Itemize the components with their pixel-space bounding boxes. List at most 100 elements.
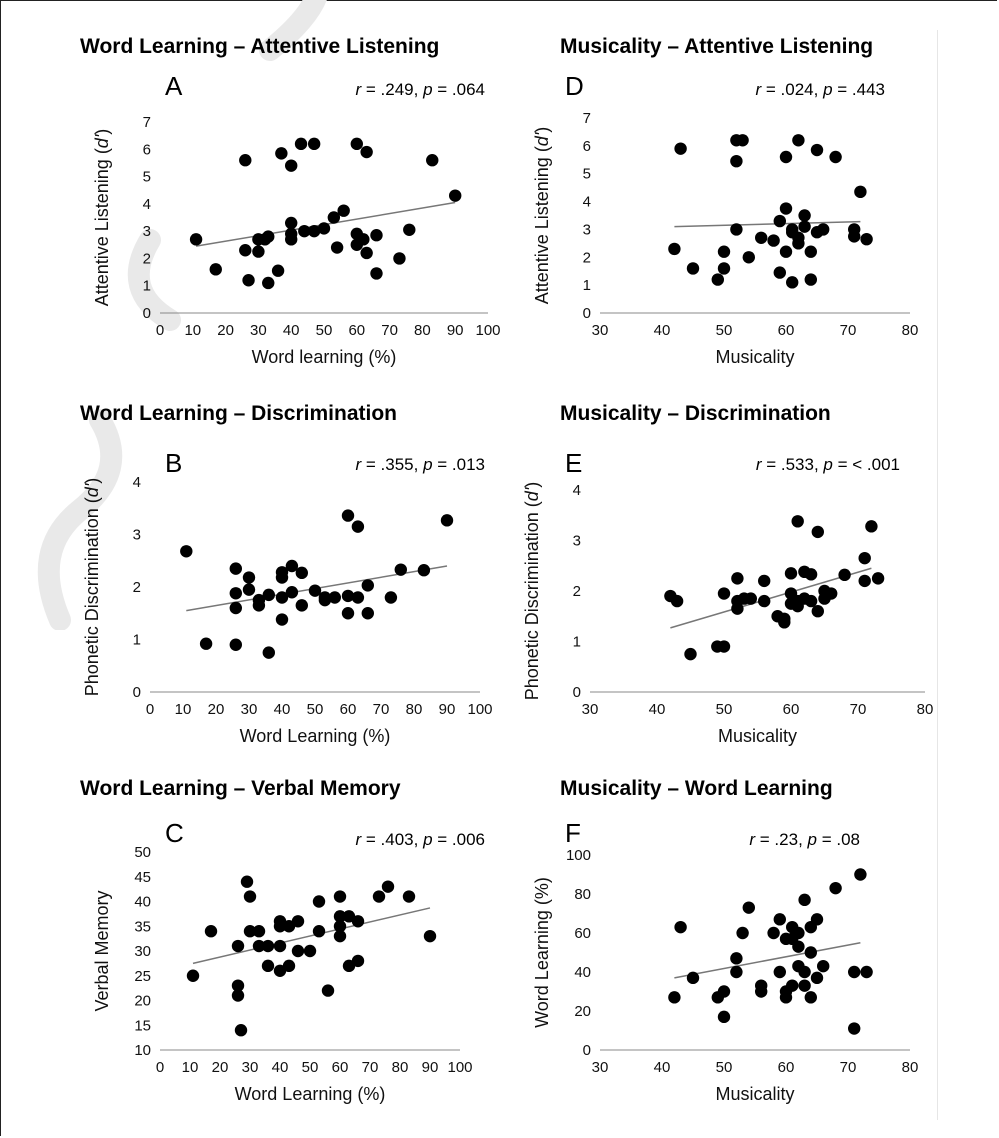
data-point: [711, 273, 724, 286]
data-point: [779, 991, 793, 1004]
data-point: [341, 509, 355, 522]
y-tick-label: 3: [143, 223, 151, 240]
y-tick-label: 30: [134, 943, 151, 960]
data-point: [829, 881, 842, 895]
y-tick-label: 35: [134, 918, 151, 935]
y-tick-label: 0: [583, 305, 591, 322]
chart-panel-c: Word Learning – Verbal Memory C r = .403, …: [80, 777, 485, 1104]
data-point: [285, 586, 299, 599]
x-tick-label: 70: [373, 701, 390, 718]
data-point: [275, 613, 289, 626]
data-point: [333, 910, 347, 923]
x-tick-label: 20: [208, 701, 225, 718]
data-point: [394, 563, 407, 576]
stat-annotation: r = .403, p = .006: [355, 830, 485, 849]
data-point: [262, 646, 275, 659]
data-point: [291, 915, 305, 928]
data-point: [684, 647, 697, 661]
x-tick-label: 40: [283, 322, 300, 339]
data-point: [798, 893, 811, 907]
y-tick-label: 1: [143, 278, 151, 295]
data-point: [858, 574, 871, 588]
x-tick-label: 30: [250, 322, 267, 339]
data-point: [804, 594, 818, 608]
data-point: [189, 233, 203, 246]
data-point: [243, 925, 257, 938]
trend-line: [674, 220, 861, 228]
data-point: [298, 224, 311, 238]
data-point: [686, 971, 700, 985]
y-tick-label: 3: [583, 221, 591, 238]
data-point: [731, 602, 744, 615]
data-point: [312, 895, 326, 908]
data-point: [858, 551, 871, 565]
data-point: [798, 965, 811, 979]
panel-letter: C: [165, 818, 184, 848]
data-point: [318, 593, 332, 607]
data-point: [717, 1010, 731, 1024]
x-tick-label: 0: [156, 1059, 164, 1076]
y-tick-label: 1: [573, 634, 581, 651]
x-tick-label: 70: [362, 1059, 379, 1076]
data-point: [337, 204, 350, 217]
panel-letter: D: [565, 71, 584, 101]
x-tick-label: 80: [406, 701, 423, 718]
x-tick-label: 20: [212, 1059, 229, 1076]
data-point: [810, 913, 824, 926]
data-point: [351, 520, 365, 533]
data-point: [262, 230, 275, 243]
y-tick-label: 20: [134, 993, 151, 1010]
panel-letter: A: [165, 71, 183, 101]
data-point: [829, 150, 842, 164]
y-tick-label: 0: [573, 684, 581, 701]
x-tick-label: 50: [302, 1059, 319, 1076]
x-axis-label: Word learning (%): [252, 347, 397, 367]
chart-panel-a: Word Learning – Attentive Listening A r = …: [80, 35, 501, 367]
data-point: [854, 185, 867, 199]
y-tick-label: 0: [583, 1042, 591, 1059]
data-point: [798, 220, 811, 233]
data-point: [798, 209, 811, 222]
trend-line: [192, 907, 431, 965]
x-tick-label: 30: [242, 1059, 259, 1076]
x-tick-label: 50: [716, 322, 733, 339]
y-tick-label: 6: [583, 138, 591, 155]
x-tick-label: 40: [649, 701, 666, 718]
data-point: [341, 589, 355, 603]
data-point: [403, 223, 416, 236]
data-point: [229, 638, 242, 651]
data-point: [730, 223, 743, 236]
panel-letter: F: [565, 818, 581, 848]
data-point: [333, 890, 347, 903]
x-tick-label: 30: [592, 1059, 609, 1076]
data-point: [402, 890, 416, 903]
x-tick-label: 80: [392, 1059, 409, 1076]
data-point: [341, 607, 355, 620]
data-point: [234, 1023, 248, 1037]
data-point: [865, 520, 878, 533]
x-axis-label: Musicality: [718, 726, 797, 746]
y-tick-label: 5: [583, 166, 591, 183]
data-point: [767, 926, 780, 940]
data-point: [393, 252, 406, 265]
x-tick-label: 40: [272, 1059, 289, 1076]
x-tick-label: 60: [783, 701, 800, 718]
y-tick-label: 10: [134, 1042, 151, 1059]
chart-title: Musicality – Word Learning: [560, 777, 833, 800]
data-point: [423, 929, 437, 943]
data-point: [758, 594, 771, 608]
data-point: [804, 568, 818, 581]
data-point: [275, 571, 289, 584]
data-point: [817, 959, 830, 973]
data-point: [275, 591, 289, 604]
data-point: [295, 566, 308, 580]
data-point: [361, 607, 374, 620]
data-point: [361, 579, 374, 592]
data-point: [333, 920, 347, 933]
data-point: [204, 925, 218, 938]
data-point: [440, 514, 454, 527]
data-point: [186, 969, 200, 982]
data-point: [275, 147, 288, 160]
stat-annotation: r = .533, p = < .001: [756, 455, 900, 474]
